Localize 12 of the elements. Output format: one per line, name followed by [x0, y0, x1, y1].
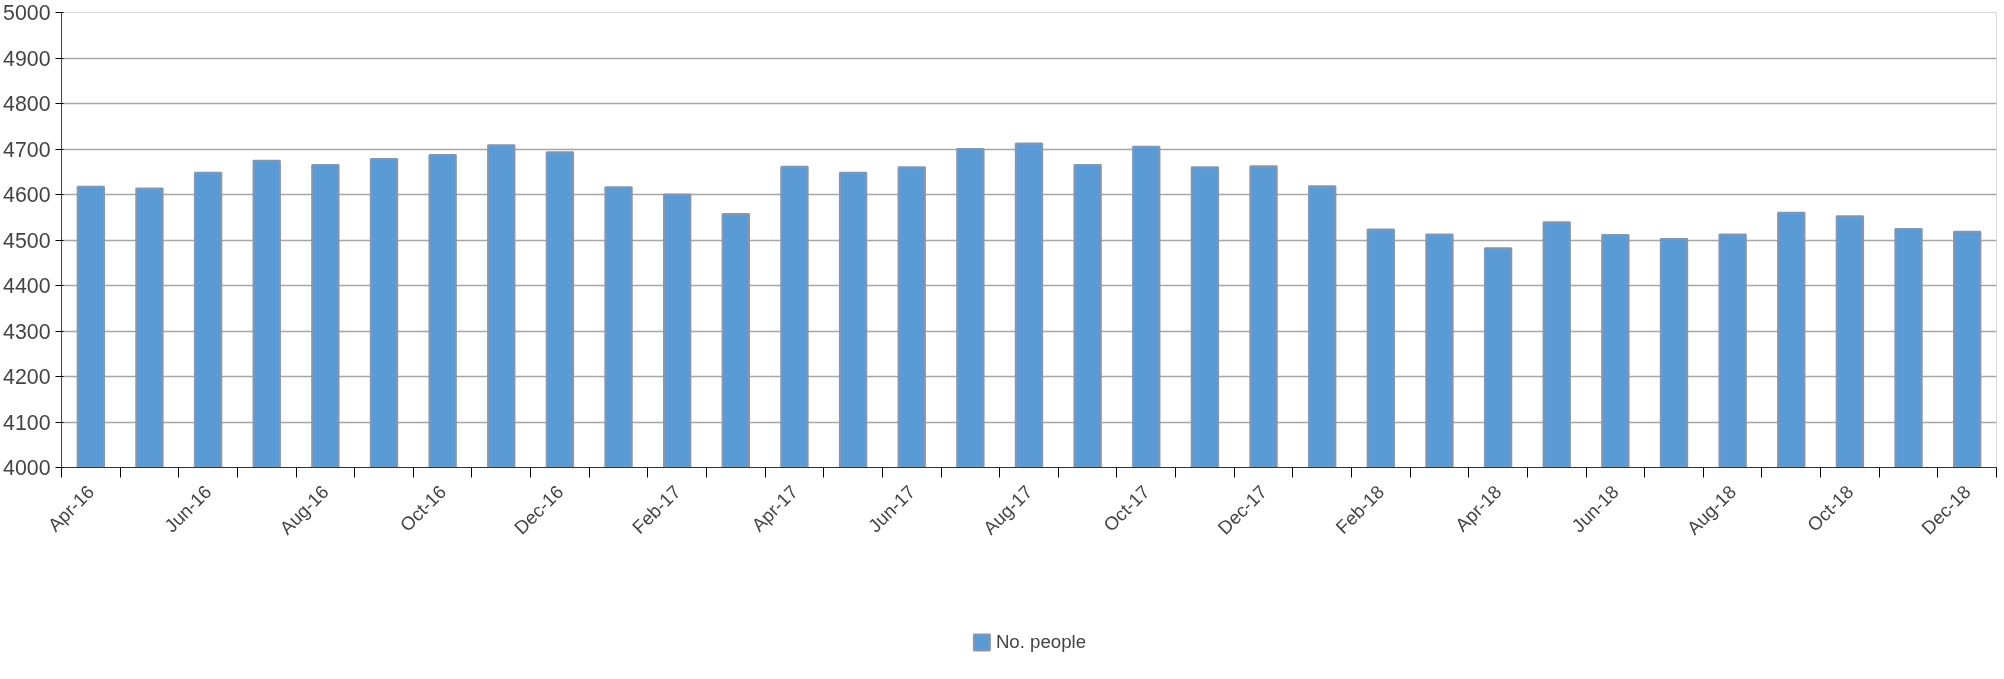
y-tick-label: 4100 [3, 410, 51, 435]
y-tick-label: 4600 [3, 183, 51, 207]
legend-label: No. people [995, 631, 1087, 654]
y-tick-label: 4300 [3, 319, 51, 344]
y-tick-label: 4000 [3, 456, 51, 480]
y-tick-label: 4200 [3, 365, 51, 389]
y-tick-label: 4500 [3, 228, 51, 253]
y-tick-label: 4900 [3, 46, 51, 71]
y-tick-label: 4800 [3, 92, 51, 116]
y-tick-label: 4400 [3, 274, 51, 298]
y-tick-label: 4700 [3, 137, 51, 162]
y-tick-label: 5000 [3, 1, 51, 25]
